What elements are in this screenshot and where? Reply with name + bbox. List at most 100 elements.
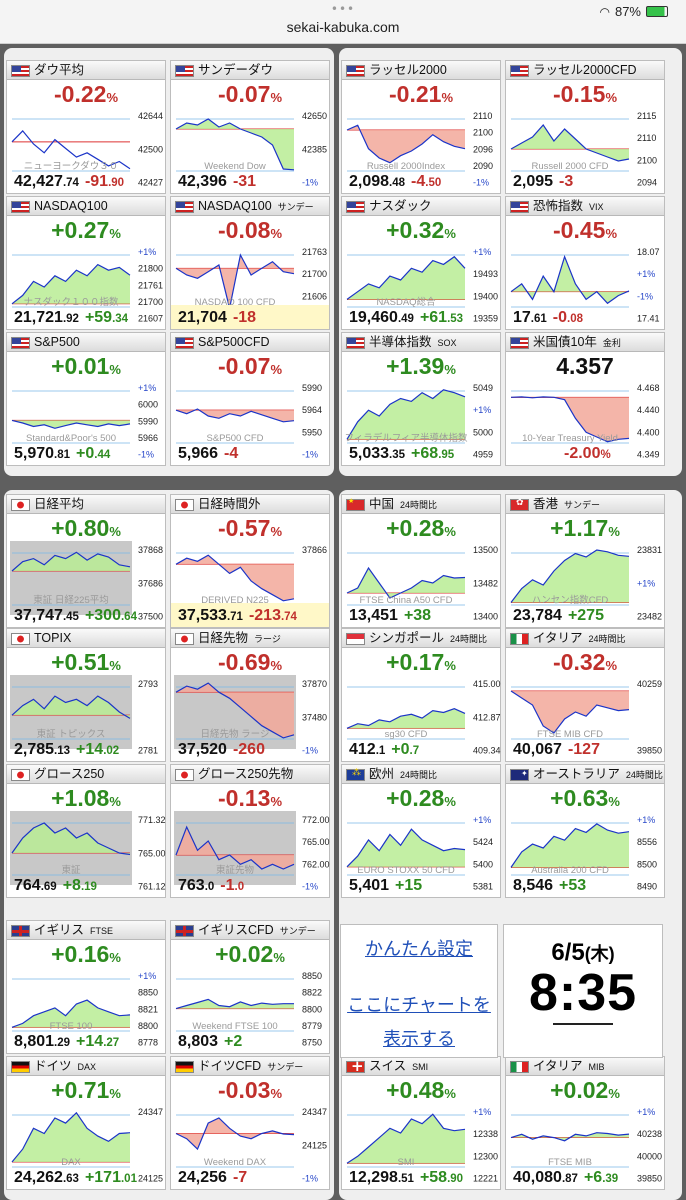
index-tile[interactable]: オーストラリア 24時間比 +0.63% +1% 8556 8500 8490 Austral… [505,764,665,898]
tile-header[interactable]: 日経先物 ラージ [171,629,329,648]
index-tile[interactable]: 日経先物 ラージ -0.69% 37870 37480 -1% 日経先物 ラージ 37,520… [170,628,330,762]
flag-us-icon [11,337,30,349]
tile-header[interactable]: イタリア MIB [506,1057,664,1076]
index-tile[interactable]: ドイツ DAX +0.71% 24347 24125 DAX 24,262.63 +171.0… [6,1056,166,1190]
tile-header[interactable]: イギリス FTSE [7,921,165,940]
y-axis-label: 12221 [473,1174,498,1184]
index-tile[interactable]: 米国債10年 金利 4.357 4.468 4.440 4.400 4.349 10-Year… [505,332,665,466]
tile-header[interactable]: 香港 サンデー [506,495,664,514]
index-tile[interactable]: グロース250先物 -0.13% 772.00 765.00 762.00 -1% 東証先物… [170,764,330,898]
tile-header[interactable]: ドイツ DAX [7,1057,165,1076]
tile-name: NASDAQ100 [34,199,108,213]
index-tile[interactable]: 恐怖指数 VIX -0.45% 18.07 +1% -1% 17.41 17.61 -0.08 [505,196,665,330]
url-label[interactable]: sekai-kabuka.com [286,19,400,35]
tile-value: 42,427.74 -91.90 [14,173,125,190]
y-axis-label: 761.12 [138,882,166,892]
index-tile[interactable]: S&P500CFD -0.07% 5990 5964 5950 -1% S&P500 CFD… [170,332,330,466]
tile-header[interactable]: 日経平均 [7,495,165,514]
tile-name: 香港 [533,497,559,511]
index-tile[interactable]: ラッセル2000CFD -0.15% 2115 2110 2100 2094 Russell… [505,60,665,194]
index-tile[interactable]: 香港サンデー+1.17%23831+1%23482ハンセン指数CFD23,784… [505,494,665,628]
tile-header[interactable]: S&P500CFD [171,333,329,352]
show-chart-link-line1[interactable]: ここにチャートを [347,995,491,1015]
index-tile[interactable]: ドイツCFD サンデー -0.03% 24347 24125 -1% Weekend DAX… [170,1056,330,1190]
index-tile[interactable]: イタリア 24時間比 -0.32% 40259 39850 FTSE MIB CFD 40,… [505,628,665,762]
tile-header[interactable]: オーストラリア 24時間比 [506,765,664,784]
chart-watermark: Russell 2000 CFD [531,161,608,172]
price-line [11,130,131,170]
tile-value: 42,396 -31 [178,173,257,190]
tile-header[interactable]: NASDAQ100 [7,197,165,216]
index-tile[interactable]: ラッセル2000 -0.21% 2110 2100 2096 2090 -1% Russell… [341,60,501,194]
index-tile[interactable]: スイスSMI+0.48%+1%123381230012221SMI12,298.… [341,1056,501,1190]
y-axis-label: 5000 [473,427,493,437]
index-tile[interactable]: 日経時間外-0.57%3786637475DERIVED N22537,533.… [170,494,330,628]
y-axis-label: 21761 [138,280,163,290]
change-area [176,119,294,170]
tile-header[interactable]: ラッセル2000 [342,61,500,80]
tile-value: 8,801.29 +14.27 [14,1033,120,1050]
index-tile[interactable]: S&P500 +0.01% +1% 6000 5990 5966 -1% Standard&P… [6,332,166,466]
chart-watermark: FTSE MIB CFD [537,729,603,740]
tile-header[interactable]: 米国債10年 金利 [506,333,664,352]
tab-dots[interactable]: ••• [330,2,356,16]
show-chart-link-line2[interactable]: 表示する [383,1029,455,1049]
price-line [346,389,466,440]
tile-header[interactable]: ナスダック [342,197,500,216]
flag-au-icon [510,769,529,781]
tile-header[interactable]: シンガポール 24時間比 [342,629,500,648]
tile-header[interactable]: グロース250先物 [171,765,329,784]
y-axis-label: 5966 [138,433,158,443]
index-tile[interactable]: 欧州 24時間比 +0.28% +1% 5424 5400 5381 EURO STOXX 5… [341,764,501,898]
index-tile[interactable]: サンデーダウ -0.07% 42650 42385 -1% Weekend Dow 42,3… [170,60,330,194]
tile-header[interactable]: スイス SMI [342,1057,500,1076]
tile-value: 37,747.45 +300.64 [14,607,137,624]
tile-header[interactable]: サンデーダウ [171,61,329,80]
index-tile[interactable]: ダウ平均 -0.22% 42644 42500 42427 ニューヨークダウ３０ 42,42… [6,60,166,194]
tile-change: +0.44 [76,445,111,462]
y-axis-label: 6000 [138,400,158,410]
index-tile[interactable]: 中国 24時間比 +0.28% 13500 13482 13400 FTSE China A… [341,494,501,628]
y-axis-label: 8850 [138,988,158,998]
y-axis-label: 765.00 [302,837,330,847]
tile-header[interactable]: S&P500 [7,333,165,352]
tile-value: 13,451 +38 [349,607,432,624]
tile-header[interactable]: 中国 24時間比 [342,495,500,514]
tile-header[interactable]: TOPIX [7,629,165,648]
index-tile[interactable]: イギリス FTSE +0.16% +1% 8850 8821 8800 8778 FTSE 10… [6,920,166,1054]
tile-header[interactable]: ドイツCFD サンデー [171,1057,329,1076]
index-tile[interactable]: グロース250 +1.08% 771.32 765.00 761.12 東証 764.69 +… [6,764,166,898]
chart-watermark: DAX [61,1157,81,1168]
index-tile[interactable]: ナスダック +0.32% +1% 19493 19400 19359 NASDAQ総合 19,… [341,196,501,330]
index-tile[interactable]: NASDAQ100 +0.27% +1% 21800 21761 21700 21607 ナス… [6,196,166,330]
index-tile[interactable]: イタリア MIB +0.02% +1% 40238 40000 39850 FTSE MIB 4… [505,1056,665,1190]
tile-header[interactable]: 日経時間外 [171,495,329,514]
tile-header[interactable]: イギリスCFD サンデー [171,921,329,940]
index-tile[interactable]: TOPIX +0.51% 2793 2781 東証 トピックス 2,785.13 +14.0… [6,628,166,762]
tile-change: -91.90 [84,173,125,190]
price-line [175,118,295,171]
chart-watermark: Australia 200 CFD [531,865,609,876]
market-grid: ダウ平均 -0.22% 42644 42500 42427 ニューヨークダウ３０ 42,42… [0,44,686,1200]
index-tile[interactable]: 半導体指数 SOX +1.39% 5049 +1% 5000 4959 フィラデルフィア半導体… [341,332,501,466]
index-tile[interactable]: 日経平均 +0.80% 37868 37686 37500 東証 日経225平均 37,74… [6,494,166,628]
index-tile[interactable]: イギリスCFD サンデー +0.02% 8850 8822 8800 8779 8750 Wee… [170,920,330,1054]
tile-header[interactable]: 欧州 24時間比 [342,765,500,784]
tile-header[interactable]: イタリア 24時間比 [506,629,664,648]
chart-watermark: 東証 [61,864,81,876]
tile-percent: -0.21% [389,81,453,107]
index-tile[interactable]: シンガポール 24時間比 +0.17% 415.00 412.87 409.34 sg30 … [341,628,501,762]
tile-percent: +0.28% [386,785,456,811]
price-line [175,408,295,423]
tile-header[interactable]: ダウ平均 [7,61,165,80]
easy-settings-link[interactable]: かんたん設定 [365,939,473,959]
tile-header[interactable]: グロース250 [7,765,165,784]
y-axis-label: 24125 [138,1174,163,1184]
tile-header[interactable]: NASDAQ100 サンデー [171,197,329,216]
tile-header[interactable]: 半導体指数 SOX [342,333,500,352]
tile-header[interactable]: 恐怖指数 VIX [506,197,664,216]
index-tile[interactable]: NASDAQ100サンデー-0.08%217632170021606-1%NAS… [170,196,330,330]
tile-header[interactable]: ラッセル2000CFD [506,61,664,80]
y-axis-label: 23831 [637,545,662,555]
flag-us-icon [346,337,365,349]
